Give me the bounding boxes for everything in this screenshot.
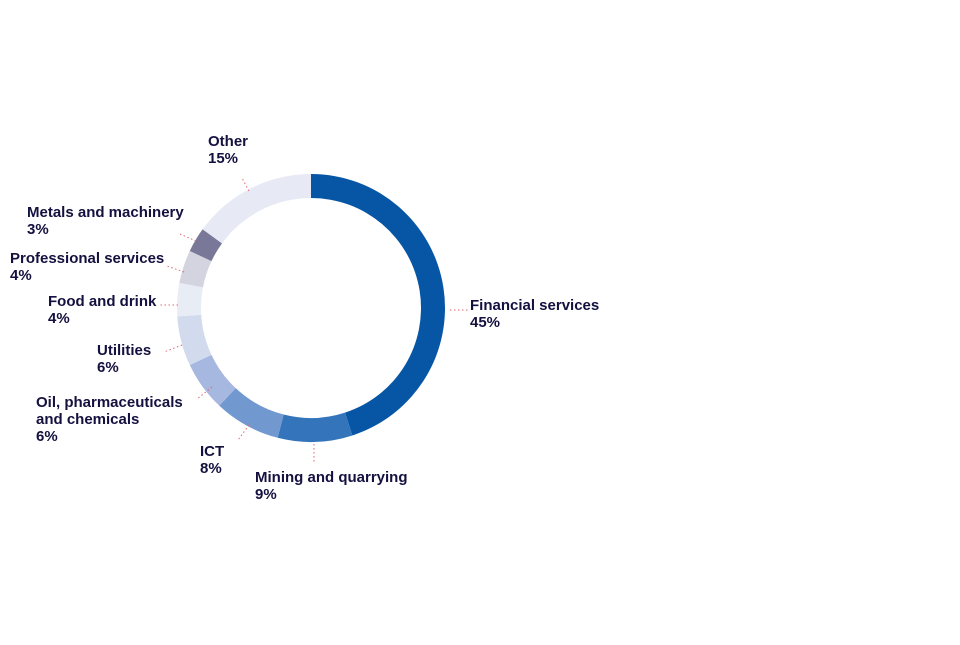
- slice-utilities: [177, 314, 212, 366]
- slice-value-label: 45%: [470, 314, 500, 331]
- slice-financial-services: [311, 174, 445, 436]
- slice-value-label: 15%: [208, 150, 238, 167]
- leader-line: [237, 424, 250, 441]
- slice-value-label: 6%: [97, 359, 119, 376]
- slice-label: Oil, pharmaceuticals: [36, 394, 183, 411]
- slice-value-label: 3%: [27, 221, 49, 238]
- slice-mining-and-quarrying: [277, 412, 353, 442]
- leader-line: [241, 177, 250, 192]
- leader-line: [166, 265, 185, 273]
- slice-label: and chemicals: [36, 411, 139, 428]
- leader-line: [196, 386, 213, 400]
- slice-label: Financial services: [470, 297, 599, 314]
- slice-value-label: 4%: [10, 267, 32, 284]
- slices-layer: [177, 174, 445, 442]
- slice-label: Professional services: [10, 250, 164, 267]
- slice-label: Mining and quarrying: [255, 469, 408, 486]
- slice-other: [202, 174, 311, 244]
- slice-label: Metals and machinery: [27, 204, 184, 221]
- slice-ict: [219, 388, 284, 438]
- slice-oil-pharmaceuticals-and-chemicals: [189, 354, 236, 406]
- slice-label: Utilities: [97, 342, 151, 359]
- slice-value-label: 8%: [200, 460, 222, 477]
- slice-value-label: 6%: [36, 428, 58, 445]
- slice-value-label: 9%: [255, 486, 277, 503]
- leader-line: [179, 233, 197, 242]
- slice-metals-and-machinery: [189, 229, 223, 262]
- slice-label: Food and drink: [48, 293, 157, 310]
- slice-professional-services: [179, 250, 212, 288]
- leader-line: [163, 344, 183, 353]
- slice-label: Other: [208, 133, 248, 150]
- slice-food-and-drink: [177, 282, 203, 317]
- slice-value-label: 4%: [48, 310, 70, 327]
- slice-label: ICT: [200, 443, 224, 460]
